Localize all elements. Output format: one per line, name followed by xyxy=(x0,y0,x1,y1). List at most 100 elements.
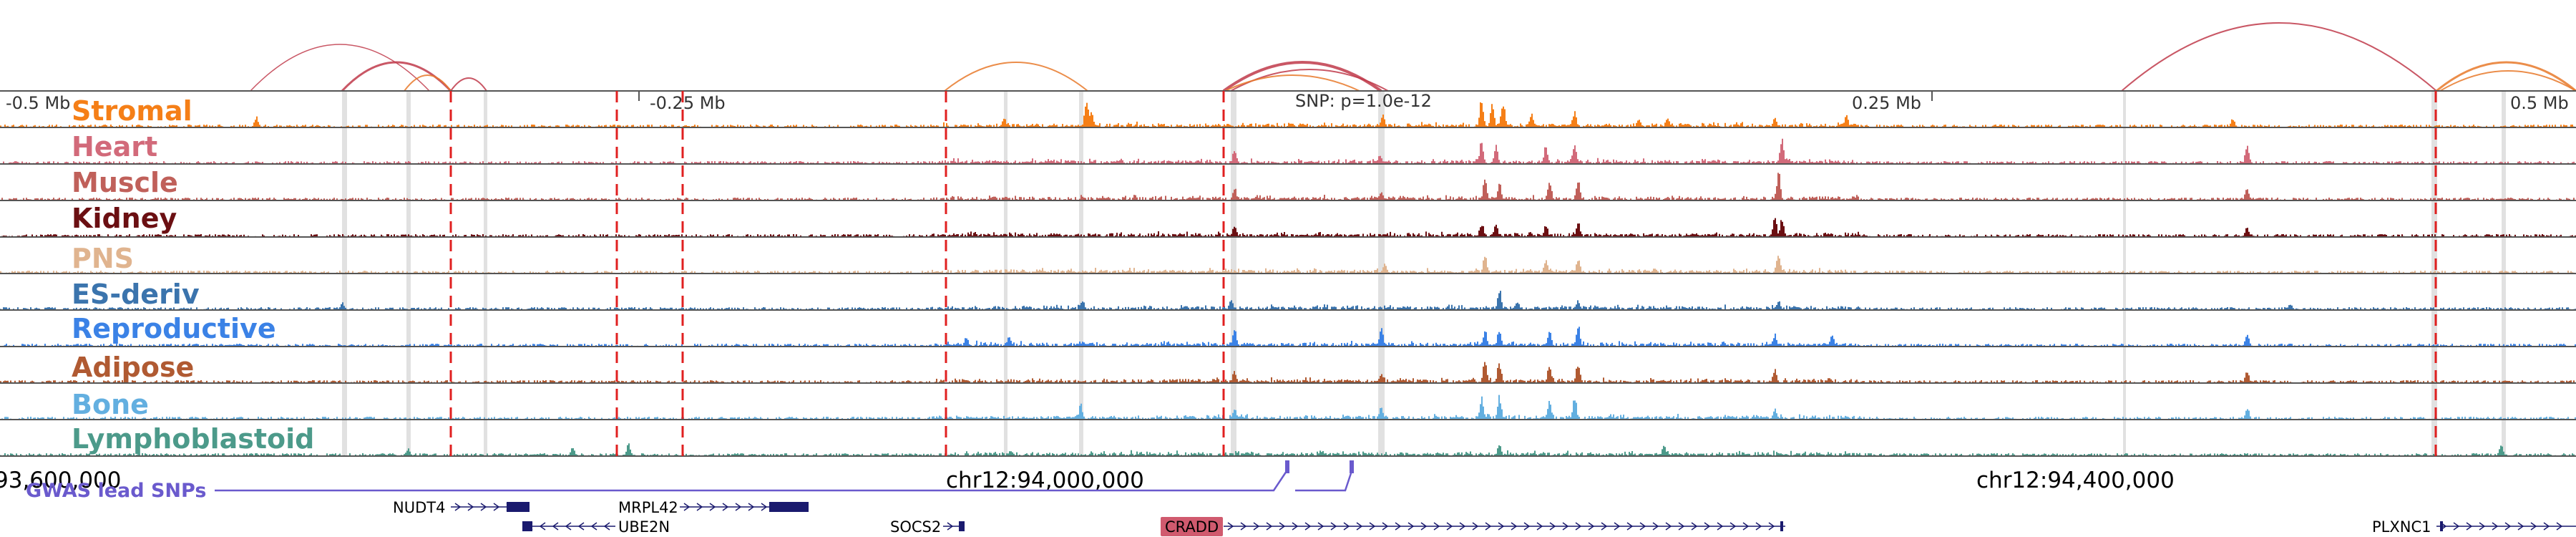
strand-arrow xyxy=(1472,522,1479,531)
exon xyxy=(769,502,809,512)
signal-track-bone xyxy=(0,395,2576,419)
exon xyxy=(522,521,532,531)
highlighted-gene-background xyxy=(1161,517,1223,536)
strand-arrow xyxy=(1227,522,1234,531)
strand-arrow xyxy=(1626,522,1634,531)
strand-arrow xyxy=(1704,522,1711,531)
strand-arrow xyxy=(1498,522,1505,531)
strand-arrow xyxy=(709,503,716,511)
strand-arrow xyxy=(1485,522,1492,531)
strand-arrow xyxy=(2453,522,2460,531)
interaction-arc xyxy=(450,77,487,92)
strand-arrow xyxy=(454,503,462,511)
strand-arrow xyxy=(2517,522,2524,531)
strand-arrow xyxy=(1639,522,1646,531)
signal-track-reproductive xyxy=(0,326,2576,346)
scale-label-minus-half-mb: -0.5 Mb xyxy=(6,93,70,113)
track-label-bone: Bone xyxy=(72,389,149,420)
strand-arrow xyxy=(1459,522,1466,531)
strand-arrow xyxy=(565,522,572,531)
strand-arrow xyxy=(1407,522,1415,531)
signal-track-adipose xyxy=(0,362,2576,382)
track-label-pns: PNS xyxy=(72,243,134,274)
strand-arrow xyxy=(1317,522,1324,531)
signal-track-es-deriv xyxy=(0,291,2576,309)
strand-arrow xyxy=(1343,522,1350,531)
strand-arrow xyxy=(1292,522,1299,531)
strand-arrow xyxy=(761,503,768,511)
gene-label-nudt4: NUDT4 xyxy=(393,499,445,516)
gwas-snp-marker xyxy=(1350,460,1354,473)
signal-track-lymphoblastoid xyxy=(0,443,2576,455)
strand-arrow xyxy=(1588,522,1595,531)
strand-arrow xyxy=(1266,522,1273,531)
snp-p-value-label: SNP: p=1.0e-12 xyxy=(1295,91,1432,111)
strand-arrow xyxy=(2556,522,2563,531)
exon xyxy=(507,502,530,512)
strand-arrow xyxy=(1614,522,1621,531)
strand-arrow xyxy=(1729,522,1737,531)
strand-arrow xyxy=(1678,522,1685,531)
interaction-arc xyxy=(250,44,430,92)
strand-arrow xyxy=(722,503,729,511)
track-label-stromal: Stromal xyxy=(72,95,192,127)
track-label-es-deriv: ES-deriv xyxy=(72,279,200,310)
strand-arrow xyxy=(467,503,474,511)
strand-arrow xyxy=(1433,522,1440,531)
strand-arrow xyxy=(1420,522,1428,531)
coordinate-axis: 93,600,000 chr12:94,000,000 chr12:94,400… xyxy=(0,468,2175,493)
coordinate-label-94400000: chr12:94,400,000 xyxy=(1976,468,2175,493)
gwas-connector-line xyxy=(1295,468,1354,492)
strand-arrow xyxy=(1536,522,1543,531)
signal-track-stromal xyxy=(0,102,2576,127)
strand-arrow xyxy=(1742,522,1750,531)
strand-arrow xyxy=(2466,522,2473,531)
strand-arrow xyxy=(1691,522,1698,531)
signal-track-heart xyxy=(0,138,2576,163)
strand-arrow xyxy=(1369,522,1376,531)
track-label-kidney: Kidney xyxy=(72,203,177,234)
strand-arrow xyxy=(1549,522,1556,531)
strand-arrow xyxy=(1240,522,1247,531)
strand-arrow xyxy=(552,522,559,531)
gene-label-mrpl42: MRPL42 xyxy=(618,499,678,516)
interaction-arc xyxy=(1222,61,1382,92)
interaction-arcs xyxy=(250,22,2576,92)
strand-arrow xyxy=(1279,522,1286,531)
strand-arrow xyxy=(1395,522,1402,531)
track-label-muscle: Muscle xyxy=(72,167,178,198)
strand-arrow xyxy=(1356,522,1363,531)
gwas-connector-line xyxy=(215,468,1289,492)
gwas-track: GWAS lead SNPs xyxy=(26,460,1354,502)
strand-arrow xyxy=(1665,522,1672,531)
strand-arrow xyxy=(696,503,703,511)
strand-arrow xyxy=(1511,522,1518,531)
track-label-adipose: Adipose xyxy=(72,352,194,383)
scale-bar: -0.5 Mb -0.25 Mb 0.25 Mb 0.5 Mb SNP: p=1… xyxy=(6,91,2569,113)
gene-label-cradd: CRADD xyxy=(1165,518,1219,536)
strand-arrow xyxy=(493,503,500,511)
exon xyxy=(2440,521,2443,531)
gene-label-plxnc1: PLXNC1 xyxy=(2372,518,2431,536)
strand-arrow xyxy=(683,503,691,511)
signal-track-kidney xyxy=(0,218,2576,236)
gene-label-socs2: SOCS2 xyxy=(890,518,941,536)
exon xyxy=(959,521,965,531)
strand-arrow xyxy=(947,522,954,531)
strand-arrow xyxy=(2530,522,2537,531)
gwas-snp-marker xyxy=(1285,460,1289,473)
gene-annotation-track: NUDT4 MRPL42 UBE2N SOCS2 CRADD PLXNC1 xyxy=(393,499,2576,536)
strand-arrow xyxy=(2492,522,2499,531)
strand-arrow xyxy=(1601,522,1608,531)
scale-label-plus-quarter-mb: 0.25 Mb xyxy=(1852,93,1921,113)
strand-arrow xyxy=(1562,522,1569,531)
interaction-arc xyxy=(1224,74,1360,92)
track-label-lymphoblastoid: Lymphoblastoid xyxy=(72,423,314,455)
strand-arrow xyxy=(748,503,755,511)
scale-label-minus-quarter-mb: -0.25 Mb xyxy=(650,93,726,113)
track-separators xyxy=(0,90,2576,457)
strand-arrow xyxy=(1330,522,1337,531)
gene-label-ube2n: UBE2N xyxy=(618,518,670,536)
gwas-track-label: GWAS lead SNPs xyxy=(26,480,206,502)
